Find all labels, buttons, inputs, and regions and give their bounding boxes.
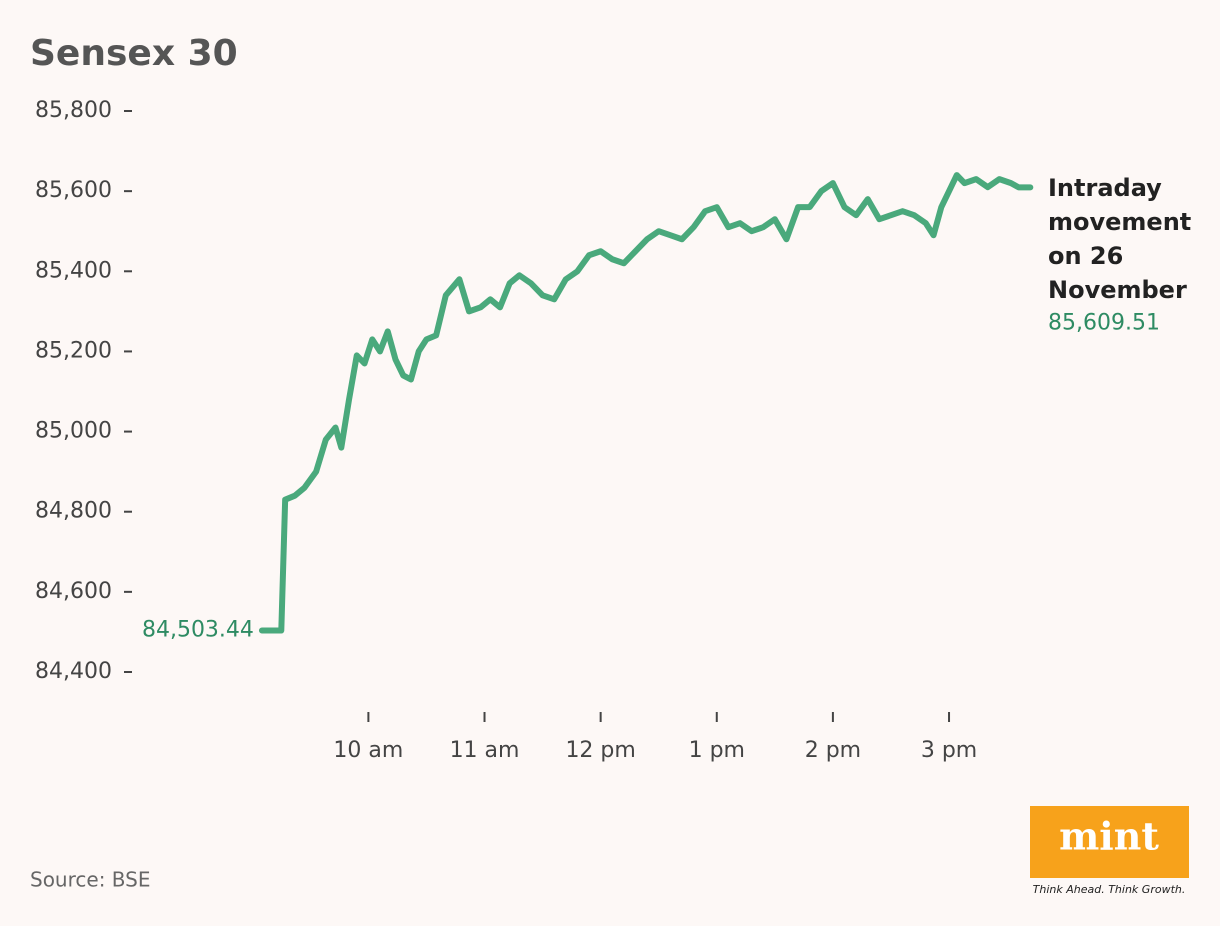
x-tick-label: 1 pm	[689, 738, 745, 763]
chart-title: Sensex 30	[30, 33, 238, 74]
annotation: movement	[1048, 208, 1191, 236]
value-label: 84,503.44	[142, 618, 254, 643]
x-tick-label: 3 pm	[921, 738, 977, 763]
x-tick-label: 10 am	[333, 738, 403, 763]
y-tick-label: 85,600	[35, 178, 112, 203]
x-tick-label: 2 pm	[805, 738, 861, 763]
source: Source: BSE	[30, 868, 151, 892]
logo-box	[1030, 806, 1189, 878]
y-tick-label: 84,600	[35, 579, 112, 604]
y-tick-label: 84,400	[35, 659, 112, 684]
y-tick-label: 85,000	[35, 419, 112, 444]
logo: mint	[1059, 814, 1159, 859]
y-tick-label: 84,800	[35, 499, 112, 524]
y-tick-label: 85,800	[35, 98, 112, 123]
x-tick-label: 11 am	[450, 738, 520, 763]
annotation: Intraday	[1048, 174, 1162, 202]
x-tick-label: 12 pm	[565, 738, 635, 763]
value-label: 85,609.51	[1048, 310, 1160, 335]
annotation: November	[1048, 276, 1187, 304]
y-tick-label: 85,400	[35, 258, 112, 283]
line	[258, 172, 1034, 634]
tagline: Think Ahead. Think Growth.	[1033, 883, 1186, 896]
y-tick-label: 85,200	[35, 338, 112, 363]
annotation: on 26	[1048, 242, 1123, 270]
